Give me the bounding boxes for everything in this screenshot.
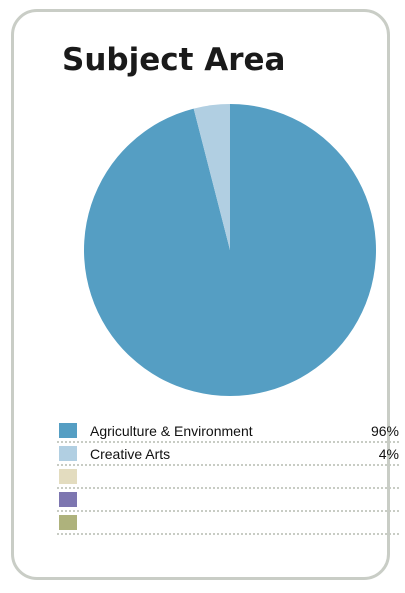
pie-chart <box>83 104 377 396</box>
legend-swatch <box>59 469 77 484</box>
chart-legend: Agriculture & Environment 96% Creative A… <box>57 421 399 536</box>
legend-item <box>57 467 399 489</box>
legend-value: 4% <box>378 446 399 462</box>
legend-item: Creative Arts 4% <box>57 444 399 466</box>
chart-card: Subject Area Agriculture & Environment 9… <box>11 9 399 580</box>
legend-swatch <box>59 515 77 530</box>
chart-title: Subject Area <box>62 42 286 78</box>
legend-item: Agriculture & Environment 96% <box>57 421 399 443</box>
legend-label: Agriculture & Environment <box>90 423 253 439</box>
legend-item <box>57 513 399 535</box>
legend-swatch <box>59 423 77 438</box>
pie-slice-2 <box>193 104 230 250</box>
legend-label: Creative Arts <box>90 446 171 462</box>
legend-swatch <box>59 446 77 461</box>
legend-swatch <box>59 492 77 507</box>
legend-value: 96% <box>370 423 399 439</box>
legend-item <box>57 490 399 512</box>
